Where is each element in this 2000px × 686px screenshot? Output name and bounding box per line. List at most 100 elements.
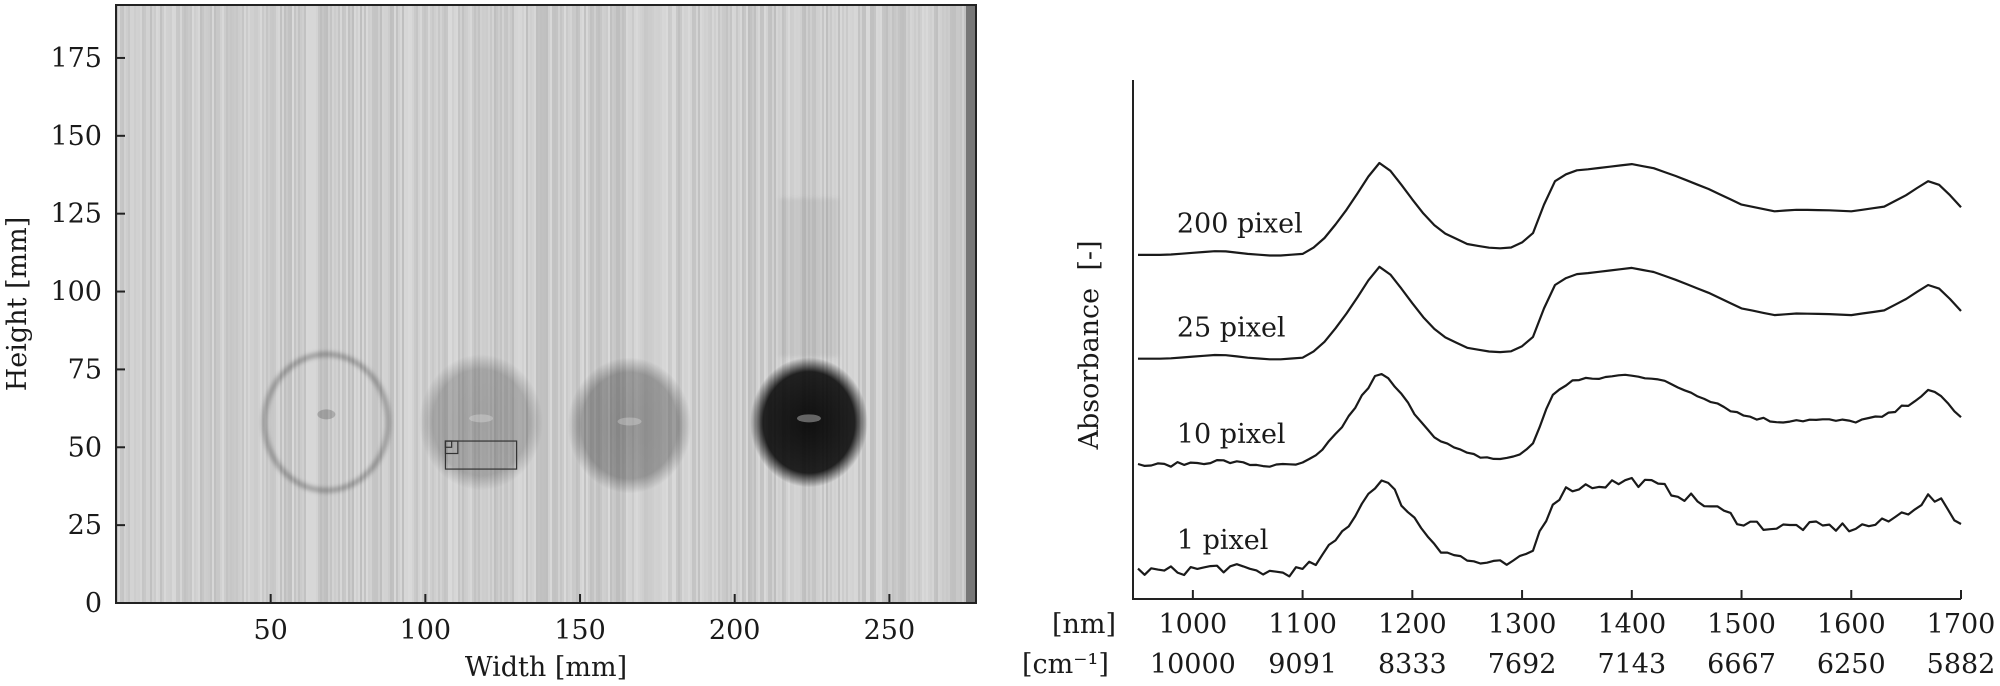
stripe [706, 5, 708, 603]
stripe [948, 5, 950, 603]
stripe [126, 5, 128, 603]
stripe [352, 5, 354, 603]
right-edge-shadow [966, 5, 976, 603]
stripe [146, 5, 148, 603]
stripe [900, 5, 902, 603]
stripe [534, 5, 536, 603]
stripe [182, 5, 184, 603]
stripe [320, 5, 322, 603]
stripe [648, 5, 650, 603]
stripe [608, 5, 610, 603]
stripe [776, 5, 778, 603]
stripe [176, 5, 178, 603]
stripe [238, 5, 240, 603]
stripe [554, 5, 556, 603]
stripe [186, 5, 188, 603]
stripe [124, 5, 126, 603]
stripe [886, 5, 888, 603]
stripe [306, 5, 308, 603]
stripe [930, 5, 932, 603]
nm-tick-label: 1200 [1378, 609, 1447, 640]
stripe [226, 5, 228, 603]
stripe [544, 5, 546, 603]
stripe [508, 5, 510, 603]
stripe [270, 5, 272, 603]
nm-tick-label: 1700 [1927, 609, 1996, 640]
stripe [944, 5, 946, 603]
stripe [922, 5, 924, 603]
stripe [664, 5, 666, 603]
stripe [414, 5, 416, 603]
stripe [542, 5, 544, 603]
stripe [166, 5, 168, 603]
stripe [878, 5, 880, 603]
stripe [506, 5, 508, 603]
spectrum-line [1137, 373, 1962, 468]
stripe [516, 5, 518, 603]
stripe [304, 5, 306, 603]
stripe [264, 5, 266, 603]
roi-boxes [444, 440, 518, 470]
image-y-ticks: 0 25 50 75 100 125 150 175 [50, 43, 125, 619]
sample-center-mark [317, 409, 336, 420]
stripe [852, 5, 854, 603]
image-frame [115, 4, 977, 604]
stripe [638, 5, 640, 603]
stripe [902, 5, 904, 603]
stripe [690, 5, 692, 603]
stripe [692, 5, 694, 603]
stripe [704, 5, 706, 603]
stripe [720, 5, 722, 603]
stripe [774, 5, 776, 603]
stripe [750, 5, 752, 603]
stripe [934, 5, 936, 603]
stripe [464, 5, 466, 603]
stripe [278, 5, 280, 603]
stripe [498, 5, 500, 603]
wavenumber-tick-label: 9091 [1268, 649, 1337, 680]
stripe [262, 5, 264, 603]
x-tick-label: 150 [554, 615, 606, 646]
stripe [482, 5, 484, 603]
stripe [894, 5, 896, 603]
stripe [236, 5, 238, 603]
stripe [348, 5, 350, 603]
stripe [266, 5, 268, 603]
stripe [606, 5, 608, 603]
stripe [272, 5, 274, 603]
spectrum-label: 25 pixel [1177, 312, 1286, 343]
sample-disk [419, 354, 543, 491]
y-tick-label: 100 [50, 277, 102, 308]
stripe [360, 5, 362, 603]
stripe [144, 5, 146, 603]
stripe [450, 5, 452, 603]
stripe [512, 5, 514, 603]
stripe [316, 5, 318, 603]
stripe [244, 5, 246, 603]
stripe [768, 5, 770, 603]
stripe [230, 5, 232, 603]
stripe [718, 5, 720, 603]
stripe [432, 5, 434, 603]
sample-disk [750, 357, 868, 488]
stripe [588, 5, 590, 603]
stripe [626, 5, 628, 603]
image-panel: 50 100 150 200 250 0 25 50 75 100 125 150 175 Width… [2, 4, 977, 683]
stripe [914, 5, 916, 603]
image-samples [261, 198, 868, 494]
stripe [202, 5, 204, 603]
stripe [492, 5, 494, 603]
wavenumber-tick-label: 7143 [1597, 649, 1666, 680]
image-stripes [116, 5, 976, 603]
stripe [644, 5, 646, 603]
stripe [420, 5, 422, 603]
stripe [558, 5, 560, 603]
stripe [896, 5, 898, 603]
y-tick-label: 0 [85, 588, 102, 619]
stripe [700, 5, 702, 603]
stripe [408, 5, 410, 603]
stripe [564, 5, 566, 603]
stripe [578, 5, 580, 603]
stripe [260, 5, 262, 603]
stripe [868, 5, 870, 603]
